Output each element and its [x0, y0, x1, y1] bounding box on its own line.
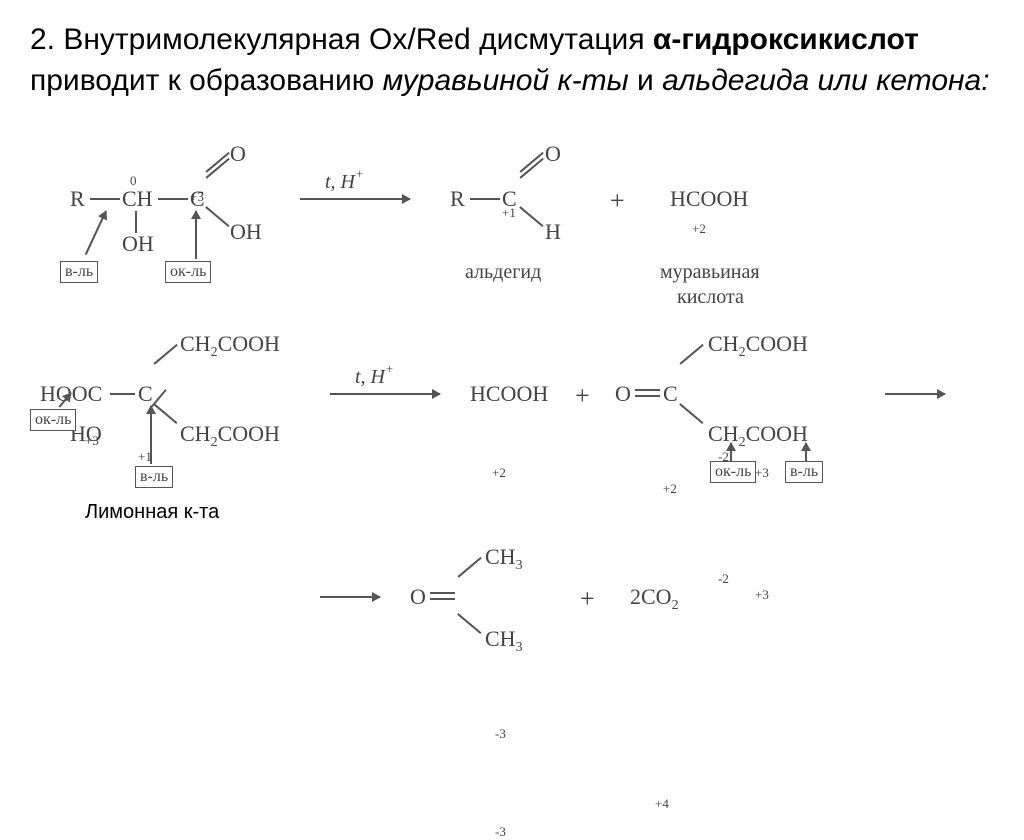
r1-label-formic1: муравьиная	[660, 261, 760, 284]
r1-bond2	[158, 198, 188, 200]
r1-prod-dbla	[520, 152, 544, 172]
r1-ox-c: +3	[190, 189, 1024, 205]
r2-prod-ox-m2b: -2	[718, 571, 1024, 587]
r2-prod-ox-m2a: -2	[718, 449, 1024, 465]
r1-OH1: OH	[122, 231, 154, 257]
r3-arrow-in	[320, 596, 380, 598]
r2-C: C	[138, 381, 153, 407]
r3-ox-top: -3	[495, 726, 1024, 742]
heading-mid2: и	[629, 64, 662, 97]
r3-ox-bot: -3	[495, 824, 1024, 840]
heading-italic1: муравьиной к-ты	[383, 64, 629, 97]
r1-ox-ch: 0	[130, 173, 1024, 189]
r2-dbl-a	[635, 389, 660, 391]
r1-bond1	[90, 198, 120, 200]
r1-condition: t, H+	[325, 171, 364, 194]
chemistry-diagram: R CH 0 C +3 OH O OH в-ль ок-ль t, H+ R C…	[30, 131, 990, 691]
r3-O: O	[410, 584, 426, 610]
r2-prod-box-vl: в-ль	[785, 461, 823, 483]
r2-bond-up	[154, 344, 178, 364]
r3-dbl-a	[430, 592, 455, 594]
r2-prod-ox-3b: +3	[755, 587, 1024, 603]
r2-prod-ch2-bot: CH2COOH	[708, 421, 808, 447]
r3-plus: +	[580, 584, 595, 614]
r1-CH: CH	[122, 186, 153, 212]
r1-prod-O: O	[545, 141, 561, 167]
r3-ch3-bot: CH3	[485, 626, 523, 652]
r2-reaction-arrow	[330, 393, 440, 395]
r3-ox4: +4	[655, 796, 1024, 812]
r1-hcooh-ox: +2	[692, 221, 1024, 237]
r1-box-vl: в-ль	[60, 261, 98, 283]
r2-bond1	[110, 393, 135, 395]
r2-prod-ar-okl	[730, 443, 732, 461]
r2-citric-label: Лимонная к-та	[85, 501, 219, 524]
r2-box-okl: ок-ль	[30, 409, 76, 431]
r1-box-okl: ок-ль	[165, 261, 211, 283]
r1-plus: +	[610, 186, 625, 216]
r2-prod-ch2-top: CH2COOH	[708, 331, 808, 357]
r2-prod-ar-vl	[805, 443, 807, 461]
r1-R: R	[70, 186, 85, 212]
r1-hcooh: HCOOH	[670, 186, 748, 212]
r2-prod-oxc: +2	[663, 481, 1024, 497]
r2-prod-C: C	[663, 381, 678, 407]
r2-bond-down	[154, 403, 178, 423]
r2-ch2cooh-bot: CH2COOH	[180, 421, 280, 447]
r1-bond-oh1	[135, 211, 137, 233]
heading-italic2: альдегида или кетона:	[662, 64, 989, 97]
r1-reaction-arrow	[300, 198, 410, 200]
r2-box-vl: в-ль	[135, 466, 173, 488]
r2-dbl-b	[635, 395, 660, 397]
r1-dbl1a	[206, 152, 230, 172]
r1-bond-oh2	[206, 206, 230, 226]
r2-prod-down	[680, 403, 704, 423]
r1-arrow-vl	[85, 211, 107, 255]
heading-text: 2. Внутримолекулярная Ox/Red дисмутация …	[30, 20, 994, 101]
r3-down	[458, 613, 482, 633]
r1-OH2: OH	[230, 219, 262, 245]
r2-ar-vl	[150, 406, 152, 464]
r1-arrow-okl	[195, 211, 197, 259]
r3-dbl-b	[430, 598, 455, 600]
r1-prod-R: R	[450, 186, 465, 212]
r1-prod-oxc: +1	[502, 205, 1024, 221]
heading-mid: приводит к образованию	[30, 64, 383, 97]
heading-bold: α-гидроксикислот	[653, 23, 919, 56]
r1-label-formic2: кислота	[677, 286, 744, 309]
r1-O: O	[230, 141, 246, 167]
r1-label-aldehyde: альдегид	[465, 261, 541, 284]
r2-prod-up	[680, 344, 704, 364]
r3-co2: 2CO2	[630, 584, 679, 610]
r2-condition: t, H+	[355, 366, 394, 389]
r3-ch3-top: CH3	[485, 544, 523, 570]
r3-up	[458, 557, 482, 577]
r1-prod-H: H	[545, 219, 561, 245]
r1-prod-bond	[470, 198, 500, 200]
r2-Oeq: O	[615, 381, 631, 407]
heading-prefix: 2. Внутримолекулярная Ox/Red дисмутация	[30, 23, 653, 56]
r2-ch2cooh-top: CH2COOH	[180, 331, 280, 357]
r2-cont-arrow	[885, 393, 945, 395]
r2-hcooh: HCOOH	[470, 381, 548, 407]
r2-prod-box-okl: ок-ль	[710, 461, 756, 483]
r2-plus: +	[575, 381, 590, 411]
